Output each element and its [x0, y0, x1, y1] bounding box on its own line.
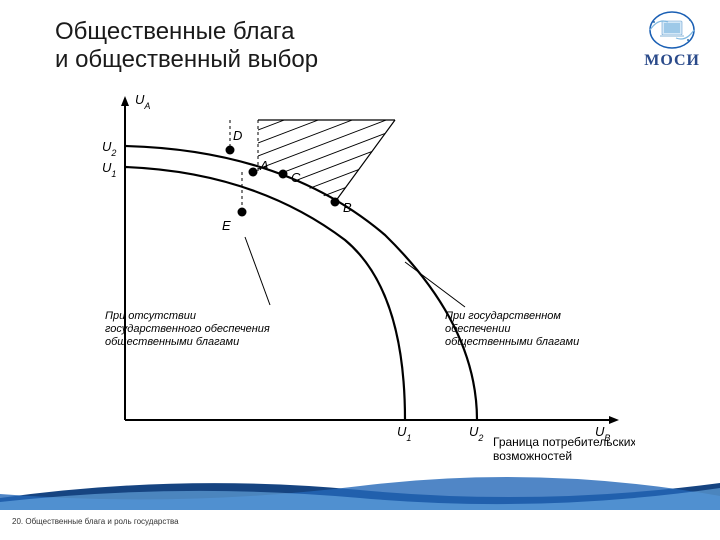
annotation-left-text: При отсутствии государственного обеспече… [105, 310, 270, 348]
title-line1: Общественные блага [55, 18, 318, 46]
annotation-right: При государственном обеспечении обществе… [445, 310, 579, 350]
svg-text:U1: U1 [397, 424, 411, 443]
svg-text:A: A [259, 158, 269, 173]
svg-text:возможностей: возможностей [493, 449, 572, 463]
svg-text:U2: U2 [469, 424, 483, 443]
svg-text:UA: UA [135, 92, 150, 111]
logo-icon [648, 10, 696, 50]
svg-text:B: B [343, 200, 352, 215]
annotation-right-text: При государственном обеспечении обществе… [445, 310, 579, 348]
page-title: Общественные блага и общественный выбор [55, 18, 318, 73]
svg-text:U1: U1 [102, 160, 116, 179]
svg-text:E: E [222, 218, 231, 233]
svg-text:C: C [291, 170, 301, 185]
footer-text: 20. Общественные блага и роль государств… [12, 517, 179, 526]
wave-decoration [0, 468, 720, 510]
utility-chart: U1 U2 UA U1 U2 UB [95, 90, 635, 470]
hatch-region [245, 90, 415, 239]
annotation-left: При отсутствии государственного обеспече… [105, 310, 270, 350]
logo: МОСИ [644, 10, 700, 70]
title-line2: и общественный выбор [55, 46, 318, 74]
svg-text:U2: U2 [102, 139, 116, 158]
logo-text: МОСИ [644, 52, 700, 70]
svg-text:D: D [233, 128, 242, 143]
svg-text:Граница потребительских: Граница потребительских [493, 435, 635, 449]
